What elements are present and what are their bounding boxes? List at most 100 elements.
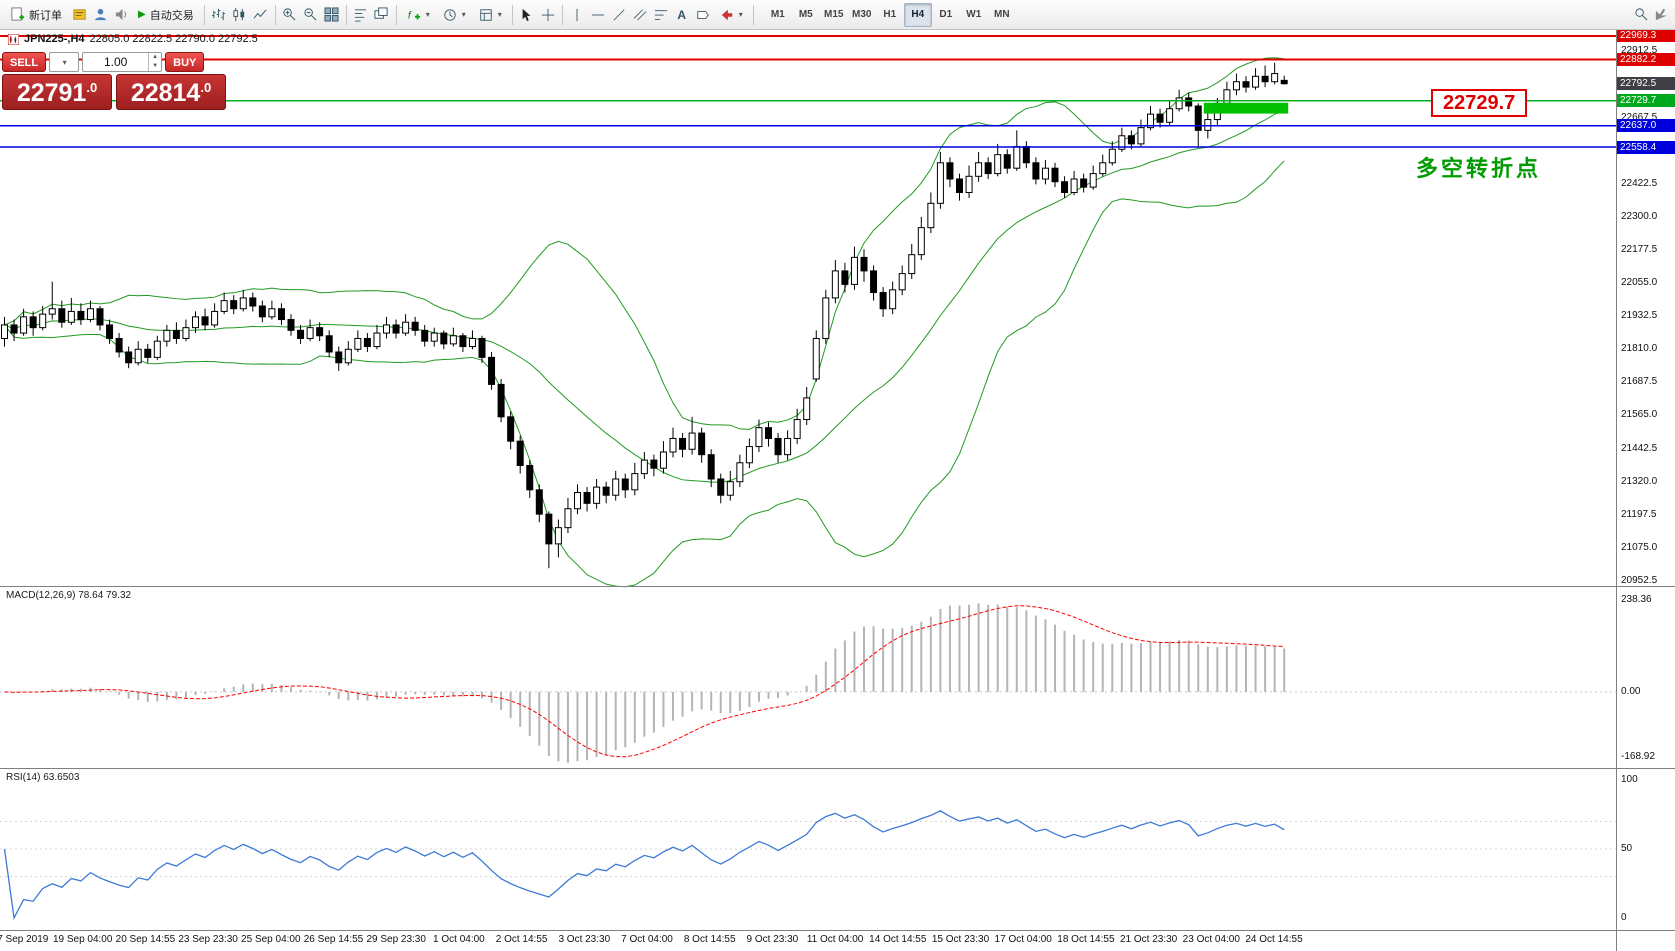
line-chart-button[interactable]: [251, 4, 271, 26]
date-label: 19 Sep 04:00: [52, 934, 113, 945]
alerts-icon[interactable]: [111, 4, 131, 26]
highlight-rect[interactable]: [1203, 102, 1289, 114]
buy-button[interactable]: BUY: [165, 52, 205, 72]
date-label: 26 Sep 14:55: [303, 934, 364, 945]
date-label: 9 Oct 23:30: [746, 934, 799, 945]
spinner-up-icon[interactable]: ▲: [152, 54, 159, 60]
date-label: 23 Sep 23:30: [178, 934, 238, 945]
date-label: 15 Oct 23:30: [931, 934, 990, 945]
price-tick-label: 21320.0: [1621, 475, 1658, 487]
timeframe-mn[interactable]: MN: [993, 8, 1010, 20]
pointer-icon[interactable]: [1651, 4, 1671, 26]
timeframe-h1[interactable]: H1: [883, 8, 897, 20]
label-tool[interactable]: [693, 4, 713, 26]
svg-text:f: f: [408, 9, 412, 21]
macd-rsi-separator[interactable]: [0, 768, 1675, 769]
date-label: 18 Oct 14:55: [1057, 934, 1115, 945]
toolbar-separator: [203, 4, 205, 25]
one-click-trading-panel: SELL ▾ 1.00 ▲ ▼ BUY 22791 .0 22814 .0: [2, 52, 228, 110]
buy-price-button[interactable]: 22814 .0: [116, 74, 226, 110]
new-order-button[interactable]: 新订单: [4, 2, 68, 28]
price-tick-label: 21075.0: [1621, 541, 1658, 553]
bollinger-lower: [4, 160, 1285, 588]
price-tick-label: 22912.5: [1621, 45, 1658, 57]
timeframe-w1[interactable]: W1: [966, 8, 982, 20]
text-tool-label: A: [677, 7, 687, 22]
timeframe-m1[interactable]: M1: [770, 8, 785, 20]
macd-label: MACD(12,26,9) 78.64 79.32: [6, 590, 132, 601]
date-label: 3 Oct 23:30: [558, 934, 611, 945]
shapes-dropdown[interactable]: ▾: [714, 2, 749, 28]
date-label: 11 Oct 04:00: [806, 934, 864, 945]
rsi-scale-label: 100: [1621, 774, 1638, 785]
trendline-tool[interactable]: [609, 4, 629, 26]
timeframe-d1[interactable]: D1: [939, 8, 953, 20]
date-label: 20 Sep 14:55: [115, 934, 176, 945]
zoom-in-button[interactable]: [280, 4, 300, 26]
buy-price-decimal: .0: [200, 80, 212, 95]
date-label: 25 Sep 04:00: [241, 934, 301, 945]
templates-dropdown[interactable]: ▾: [473, 2, 508, 28]
arrange-windows-button[interactable]: [351, 4, 371, 26]
price-callout-label[interactable]: 22729.7: [1431, 89, 1528, 117]
caret-icon: ▾: [461, 10, 466, 19]
volume-stepper[interactable]: 1.00 ▲ ▼: [82, 52, 163, 72]
spinner-down-icon[interactable]: ▼: [152, 63, 159, 69]
new-order-icon: [11, 7, 25, 21]
price-tag-22637.0: 22637.0: [1617, 119, 1675, 133]
timeframe-m5[interactable]: M5: [798, 8, 813, 20]
autotrading-button[interactable]: ▶ 自动交易: [132, 2, 200, 28]
price-tick-label: 22422.5: [1621, 177, 1658, 189]
timeframe-h4[interactable]: H4: [903, 2, 932, 27]
bollinger-upper: [4, 57, 1285, 430]
cursor-button[interactable]: [517, 4, 537, 26]
periods-dropdown[interactable]: ▾: [437, 2, 472, 28]
tile-windows-button[interactable]: [322, 4, 342, 26]
autotrade-label: 自动交易: [149, 9, 194, 22]
turning-point-annotation[interactable]: 多空转折点: [1416, 156, 1542, 181]
vertical-line-tool[interactable]: [567, 4, 587, 26]
toolbar-right: [1631, 4, 1671, 26]
channel-tool[interactable]: [630, 4, 650, 26]
indicators-dropdown[interactable]: f ▾: [401, 2, 436, 28]
toolbar: 新订单 ▶ 自动交易: [0, 0, 1675, 30]
main-macd-separator[interactable]: [0, 586, 1675, 587]
caret-icon: ▾: [738, 10, 743, 19]
text-tool[interactable]: A: [672, 4, 692, 26]
toolbar-separator: [345, 4, 347, 25]
caret-icon: ▾: [497, 10, 502, 19]
cascade-windows-button[interactable]: [372, 4, 392, 26]
timeframe-m30[interactable]: M30: [852, 8, 872, 20]
timeframe-m15[interactable]: M15: [824, 8, 844, 20]
candlestick-chart-button[interactable]: [230, 4, 250, 26]
price-tick-label: 21932.5: [1621, 310, 1658, 322]
chart-title-symbol: JPN225-,H4: [24, 33, 85, 45]
bar-chart-button[interactable]: [209, 4, 229, 26]
zoom-out-button[interactable]: [301, 4, 321, 26]
sell-price-button[interactable]: 22791 .0: [2, 74, 112, 110]
trade-panel-prices: 22791 .0 22814 .0: [2, 74, 228, 110]
navigator-icon[interactable]: [90, 4, 110, 26]
fibonacci-tool[interactable]: [651, 4, 671, 26]
price-tick-label: 21687.5: [1621, 376, 1658, 388]
date-label: 17 Sep 2019: [0, 934, 49, 945]
toolbar-separator: [511, 4, 513, 25]
crosshair-button[interactable]: [538, 4, 558, 26]
horizontal-line-tool[interactable]: [588, 4, 608, 26]
macd-signal-line: [4, 605, 1285, 758]
metaeditor-icon[interactable]: [69, 4, 89, 26]
date-label: 29 Sep 23:30: [366, 934, 426, 945]
volume-spinner[interactable]: ▲ ▼: [148, 53, 161, 71]
search-icon[interactable]: [1631, 4, 1651, 26]
buy-price: 22814: [130, 79, 201, 107]
price-tick-label: 22300.0: [1621, 210, 1658, 222]
sell-price: 22791: [16, 79, 87, 107]
price-tag-22792.5: 22792.5: [1617, 77, 1675, 91]
order-type-dropdown[interactable]: ▾: [49, 52, 80, 72]
sell-button[interactable]: SELL: [2, 52, 47, 72]
date-label: 7 Oct 04:00: [621, 934, 673, 945]
price-tick-label: 22055.0: [1621, 277, 1658, 289]
